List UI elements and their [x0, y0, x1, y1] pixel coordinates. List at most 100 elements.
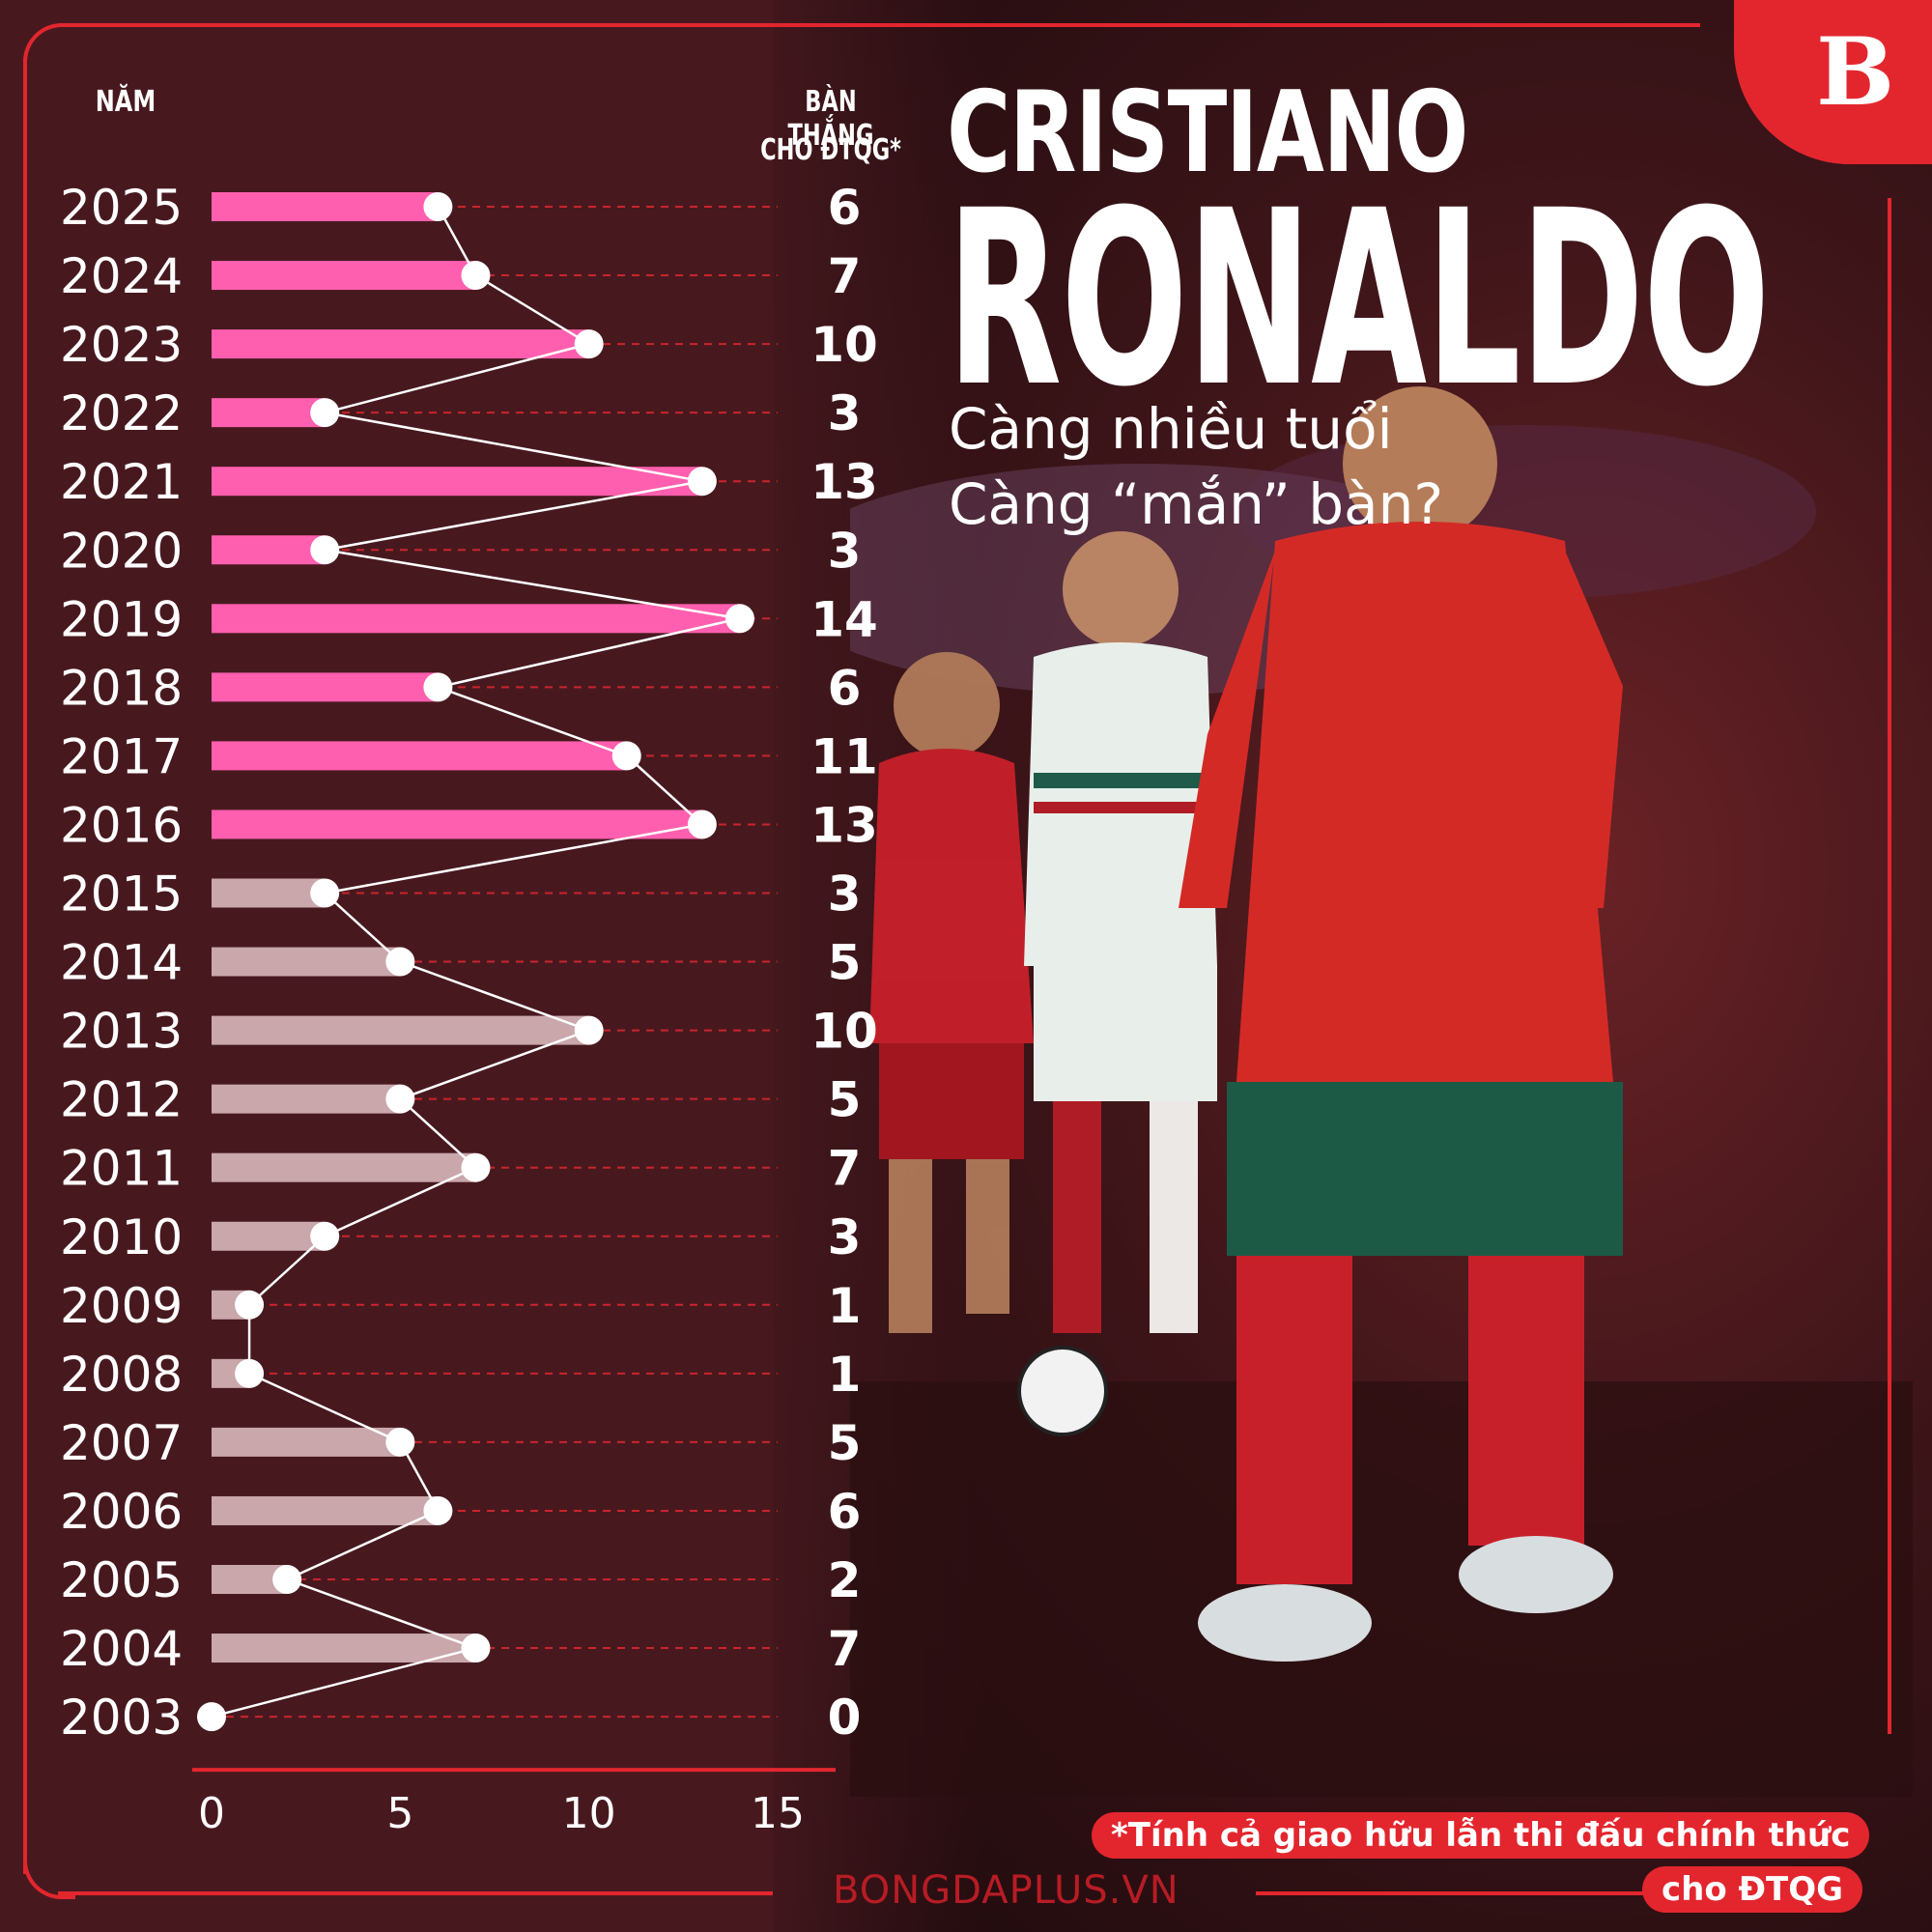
data-point-2012 — [385, 1084, 415, 1114]
value-label-2017: 11 — [810, 728, 878, 784]
x-tick-label: 0 — [198, 1789, 225, 1838]
data-point-2015 — [310, 878, 340, 908]
year-label-2022: 2022 — [60, 385, 183, 441]
subtitle-line-2: Càng “mắn” bàn? — [949, 471, 1444, 537]
data-point-2017 — [611, 741, 641, 771]
goals-column-header-line-2: CHO ĐTQG* — [760, 133, 901, 167]
data-point-2021 — [687, 467, 717, 497]
bar-2016 — [212, 810, 702, 839]
year-label-2012: 2012 — [60, 1072, 183, 1128]
value-label-2021: 13 — [810, 454, 878, 510]
year-column-header: NĂM — [95, 85, 156, 119]
year-label-2015: 2015 — [60, 867, 183, 923]
frame-corner — [23, 1847, 75, 1899]
value-label-2011: 7 — [828, 1141, 862, 1197]
value-label-2013: 10 — [810, 1004, 878, 1060]
title-last-name: RONALDO — [947, 158, 1771, 440]
value-label-2004: 7 — [828, 1621, 862, 1677]
value-label-2008: 1 — [828, 1347, 862, 1403]
data-point-2014 — [385, 947, 415, 977]
year-label-2010: 2010 — [60, 1209, 183, 1265]
data-point-2018 — [423, 672, 453, 702]
frame-corner — [23, 23, 75, 75]
year-label-2009: 2009 — [60, 1278, 183, 1334]
data-point-2011 — [461, 1152, 491, 1182]
bar-2023 — [212, 329, 589, 359]
footnote-line-2: cho ĐTQG — [1642, 1866, 1863, 1913]
source-label: BONGDAPLUS.VN — [833, 1868, 1179, 1913]
value-label-2010: 3 — [828, 1209, 862, 1265]
players-photo — [850, 386, 1913, 1797]
data-point-2023 — [574, 329, 604, 359]
frame-bottom-line — [1256, 1891, 1662, 1895]
value-label-2018: 6 — [828, 660, 862, 716]
data-point-2008 — [235, 1358, 265, 1388]
year-label-2003: 2003 — [60, 1690, 183, 1746]
bar-2007 — [212, 1427, 401, 1457]
year-label-2025: 2025 — [60, 180, 183, 236]
value-label-2015: 3 — [828, 867, 862, 923]
value-label-2025: 6 — [828, 180, 862, 236]
bar-2015 — [212, 878, 326, 908]
bar-2006 — [212, 1495, 439, 1525]
x-tick-label: 5 — [386, 1789, 413, 1838]
data-point-2024 — [461, 261, 491, 291]
value-label-2006: 6 — [828, 1484, 862, 1540]
value-label-2005: 2 — [828, 1552, 862, 1608]
year-label-2018: 2018 — [60, 660, 183, 716]
data-point-2022 — [310, 398, 340, 428]
title-first-name: CRISTIANO — [947, 68, 1468, 198]
value-label-2016: 13 — [810, 797, 878, 853]
frame-left-line — [23, 58, 27, 1874]
subtitle-line-1: Càng nhiều tuổi — [949, 396, 1393, 462]
data-point-2019 — [724, 604, 754, 634]
bar-2021 — [212, 467, 702, 497]
player-right — [1179, 386, 1623, 1662]
value-label-2007: 5 — [828, 1415, 862, 1471]
year-label-2017: 2017 — [60, 728, 183, 784]
year-label-2005: 2005 — [60, 1552, 183, 1608]
data-point-2005 — [272, 1565, 302, 1594]
data-point-2010 — [310, 1221, 340, 1251]
player-left — [869, 652, 1034, 1333]
value-label-2012: 5 — [828, 1072, 862, 1128]
frame-right-line — [1888, 198, 1891, 1734]
value-label-2020: 3 — [828, 523, 862, 579]
data-point-2025 — [423, 192, 453, 221]
year-label-2016: 2016 — [60, 797, 183, 853]
data-point-2013 — [574, 1015, 604, 1045]
value-label-2009: 1 — [828, 1278, 862, 1334]
brand-logo: B — [1816, 17, 1895, 127]
footnote-line-1: *Tính cả giao hữu lẫn thi đấu chính thức — [1092, 1812, 1870, 1859]
bar-2020 — [212, 535, 326, 565]
data-point-2003 — [197, 1702, 226, 1732]
bar-2017 — [212, 741, 627, 771]
bar-2014 — [212, 947, 401, 977]
data-point-2007 — [385, 1427, 415, 1457]
bar-2022 — [212, 398, 326, 428]
frame-top-line — [58, 23, 1700, 27]
data-point-2004 — [461, 1634, 491, 1663]
x-tick-label: 15 — [751, 1789, 805, 1838]
year-label-2023: 2023 — [60, 317, 183, 373]
value-label-2019: 14 — [810, 591, 878, 647]
data-point-2020 — [310, 535, 340, 565]
year-label-2019: 2019 — [60, 591, 183, 647]
bar-2012 — [212, 1084, 401, 1114]
year-label-2008: 2008 — [60, 1347, 183, 1403]
value-label-2024: 7 — [828, 248, 862, 304]
bar-2024 — [212, 261, 476, 291]
value-label-2003: 0 — [828, 1690, 862, 1746]
value-label-2023: 10 — [810, 317, 878, 373]
bar-2025 — [212, 192, 439, 221]
year-label-2014: 2014 — [60, 935, 183, 991]
bar-2013 — [212, 1015, 589, 1045]
data-point-2016 — [687, 810, 717, 839]
data-point-2009 — [235, 1290, 265, 1320]
year-label-2006: 2006 — [60, 1484, 183, 1540]
bar-2011 — [212, 1152, 476, 1182]
bar-2004 — [212, 1634, 476, 1663]
bar-2018 — [212, 672, 439, 702]
